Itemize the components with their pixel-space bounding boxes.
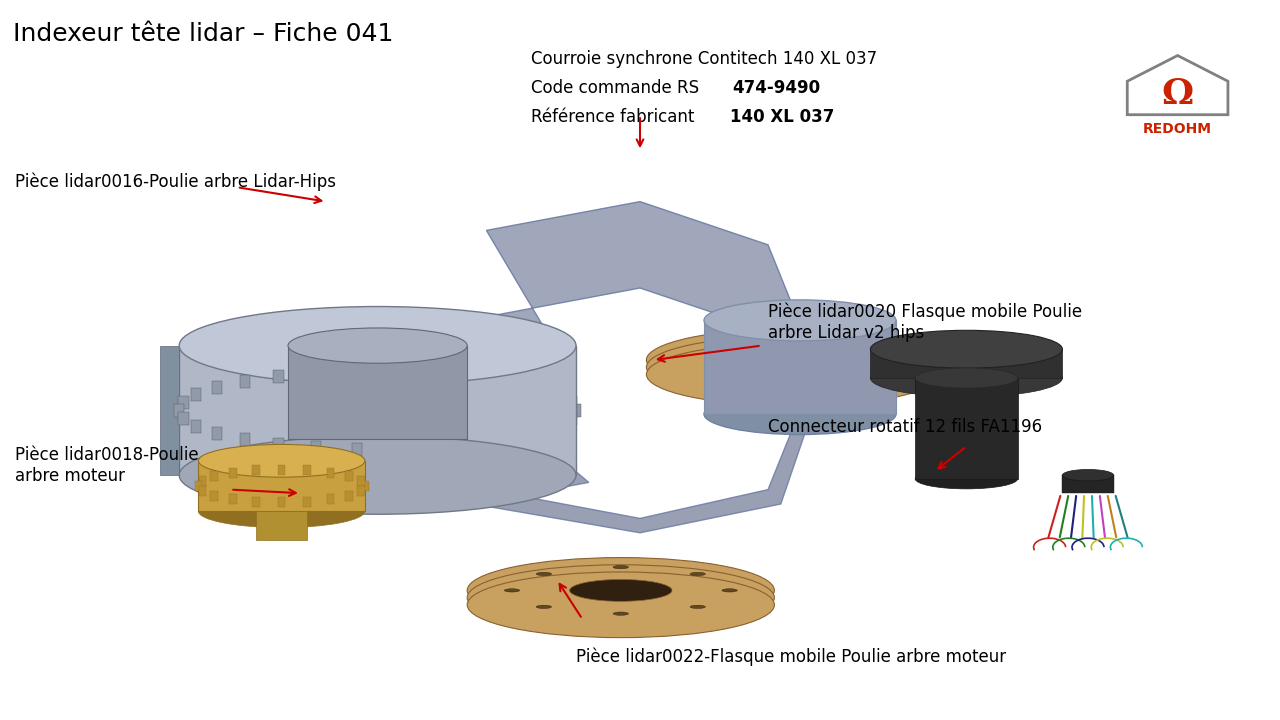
- Bar: [554, 420, 564, 433]
- Ellipse shape: [736, 348, 851, 372]
- Bar: [198, 486, 206, 496]
- Text: Connecteur rotatif 12 fils FA1196: Connecteur rotatif 12 fils FA1196: [768, 418, 1042, 436]
- Ellipse shape: [690, 572, 705, 575]
- Bar: [191, 388, 201, 401]
- Bar: [571, 404, 581, 417]
- FancyBboxPatch shape: [256, 511, 307, 540]
- Ellipse shape: [646, 328, 941, 392]
- Bar: [303, 497, 311, 507]
- Bar: [252, 465, 260, 475]
- Ellipse shape: [704, 300, 896, 341]
- Ellipse shape: [536, 572, 552, 575]
- Ellipse shape: [613, 565, 628, 569]
- Bar: [393, 365, 403, 378]
- Ellipse shape: [870, 330, 1062, 368]
- Text: REDOHM: REDOHM: [1143, 122, 1212, 136]
- Ellipse shape: [613, 612, 628, 616]
- Ellipse shape: [870, 359, 1062, 397]
- Bar: [239, 375, 250, 388]
- Bar: [361, 481, 369, 491]
- Bar: [506, 433, 516, 446]
- Polygon shape: [486, 202, 800, 461]
- Ellipse shape: [1062, 469, 1114, 481]
- Polygon shape: [474, 410, 813, 533]
- Bar: [357, 486, 365, 496]
- Ellipse shape: [646, 336, 941, 399]
- Ellipse shape: [467, 564, 774, 631]
- Ellipse shape: [467, 572, 774, 638]
- Bar: [212, 381, 223, 394]
- Text: Code commande RS: Code commande RS: [531, 79, 704, 97]
- Bar: [239, 433, 250, 446]
- Ellipse shape: [690, 606, 705, 608]
- Text: Référence fabricant: Référence fabricant: [531, 108, 700, 126]
- Bar: [506, 375, 516, 388]
- Bar: [229, 494, 237, 504]
- FancyBboxPatch shape: [198, 461, 365, 511]
- Bar: [532, 427, 543, 440]
- FancyBboxPatch shape: [870, 349, 1062, 378]
- Bar: [352, 365, 362, 378]
- Text: Indexeur tête lidar – Fiche 041: Indexeur tête lidar – Fiche 041: [13, 22, 393, 45]
- Bar: [252, 497, 260, 507]
- Ellipse shape: [288, 328, 467, 363]
- Ellipse shape: [179, 307, 576, 384]
- FancyBboxPatch shape: [915, 378, 1018, 479]
- Ellipse shape: [504, 589, 520, 592]
- Bar: [160, 346, 179, 475]
- Text: Pièce lidar0020 Flasque mobile Poulie
arbre Lidar v2 hips: Pièce lidar0020 Flasque mobile Poulie ar…: [768, 302, 1082, 342]
- Bar: [311, 441, 321, 454]
- Bar: [434, 366, 444, 379]
- Ellipse shape: [536, 606, 552, 608]
- Bar: [174, 404, 184, 417]
- Ellipse shape: [467, 557, 774, 624]
- Bar: [472, 370, 483, 383]
- Bar: [274, 370, 284, 383]
- Ellipse shape: [704, 393, 896, 435]
- Bar: [352, 443, 362, 456]
- Bar: [210, 490, 218, 500]
- Bar: [178, 396, 188, 409]
- Bar: [326, 494, 334, 504]
- Bar: [191, 420, 201, 433]
- Bar: [346, 472, 353, 482]
- Ellipse shape: [915, 469, 1018, 489]
- Text: Pièce lidar0018-Poulie
arbre moteur: Pièce lidar0018-Poulie arbre moteur: [15, 446, 198, 485]
- Bar: [303, 465, 311, 475]
- Bar: [311, 366, 321, 379]
- Ellipse shape: [198, 495, 365, 528]
- Bar: [434, 441, 444, 454]
- Bar: [195, 481, 202, 491]
- Bar: [278, 498, 285, 508]
- Text: Courroie synchrone Contitech 140 XL 037: Courroie synchrone Contitech 140 XL 037: [531, 50, 877, 68]
- Bar: [273, 438, 283, 451]
- Bar: [357, 476, 365, 486]
- Bar: [567, 396, 577, 409]
- FancyBboxPatch shape: [704, 320, 896, 414]
- Ellipse shape: [570, 580, 672, 601]
- Ellipse shape: [198, 444, 365, 477]
- Ellipse shape: [179, 436, 576, 514]
- Text: 140 XL 037: 140 XL 037: [730, 108, 835, 126]
- Bar: [326, 468, 334, 478]
- Ellipse shape: [646, 343, 941, 406]
- Text: Ω: Ω: [1161, 76, 1194, 111]
- Bar: [554, 388, 564, 401]
- Bar: [229, 468, 237, 478]
- FancyBboxPatch shape: [288, 346, 467, 439]
- Bar: [278, 464, 285, 474]
- FancyBboxPatch shape: [1062, 475, 1114, 493]
- Bar: [567, 412, 577, 425]
- Text: Pièce lidar0016-Poulie arbre Lidar-Hips: Pièce lidar0016-Poulie arbre Lidar-Hips: [15, 173, 337, 192]
- Bar: [210, 472, 218, 482]
- Bar: [346, 490, 353, 500]
- Bar: [393, 443, 403, 456]
- Bar: [532, 381, 543, 394]
- Bar: [178, 412, 188, 425]
- Ellipse shape: [915, 368, 1018, 388]
- FancyBboxPatch shape: [179, 346, 576, 475]
- Text: Pièce lidar0022-Flasque mobile Poulie arbre moteur: Pièce lidar0022-Flasque mobile Poulie ar…: [576, 648, 1006, 667]
- Ellipse shape: [722, 589, 737, 592]
- Bar: [212, 427, 223, 440]
